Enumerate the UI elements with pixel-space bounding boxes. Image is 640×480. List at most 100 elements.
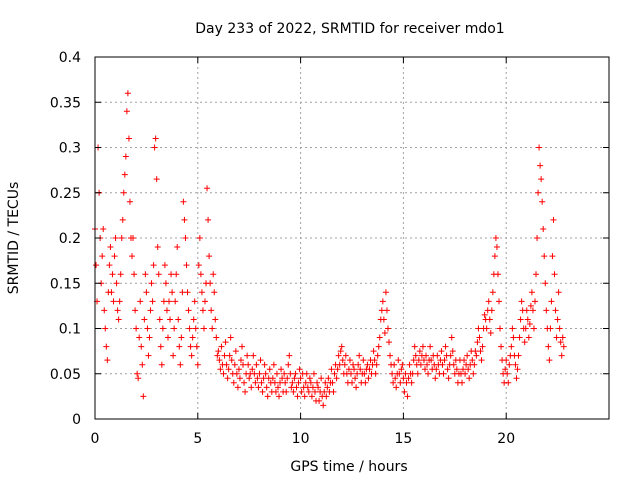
data-point (372, 370, 379, 377)
data-point (286, 352, 293, 359)
y-axis-label: SRMTID / TECUs (6, 182, 22, 295)
data-point (236, 375, 243, 382)
data-point (235, 366, 242, 373)
data-point (311, 388, 318, 395)
data-point (351, 366, 358, 373)
data-point (182, 235, 189, 241)
data-point (560, 343, 567, 350)
data-point (227, 334, 234, 341)
data-point (221, 352, 228, 359)
data-point (108, 289, 115, 296)
data-point (226, 352, 233, 359)
data-point (360, 357, 367, 364)
data-point (118, 235, 125, 241)
y-tick-label: 0.3 (59, 141, 81, 157)
data-point (298, 388, 305, 395)
data-point (471, 361, 478, 368)
x-tick-label: 10 (292, 431, 310, 447)
data-point (239, 343, 246, 350)
data-point (447, 352, 454, 359)
data-point (476, 334, 483, 341)
data-point (266, 366, 273, 373)
data-point (462, 370, 469, 377)
data-point (477, 348, 484, 355)
data-point (469, 357, 476, 364)
data-point (293, 384, 300, 391)
data-point (402, 370, 409, 377)
data-point (515, 352, 522, 359)
data-point (163, 307, 170, 314)
data-point (535, 189, 542, 196)
data-point (329, 379, 336, 386)
data-point (250, 352, 257, 359)
data-point (428, 357, 435, 364)
data-point (111, 253, 118, 260)
data-point (405, 375, 412, 382)
data-point (461, 357, 468, 364)
data-point (249, 366, 256, 373)
data-point (408, 379, 415, 386)
data-point (244, 352, 251, 359)
data-point (147, 307, 154, 314)
data-point (528, 289, 535, 296)
data-point (439, 361, 446, 368)
data-point (106, 262, 113, 269)
data-point (513, 375, 520, 382)
data-point (109, 271, 116, 278)
data-point (491, 253, 498, 260)
data-point (391, 361, 398, 368)
data-point (448, 334, 455, 341)
data-point (281, 370, 288, 377)
data-point (310, 370, 317, 377)
data-point (284, 375, 291, 382)
data-point (137, 298, 144, 305)
data-point (424, 361, 431, 368)
data-point (555, 289, 562, 296)
data-point (167, 316, 174, 323)
data-point (196, 235, 203, 241)
data-point (493, 244, 500, 251)
data-point (323, 393, 330, 400)
data-point (220, 370, 227, 377)
data-point (256, 370, 263, 377)
data-point (148, 280, 155, 287)
data-point (316, 397, 323, 404)
data-point (542, 280, 549, 287)
data-point (135, 375, 142, 382)
data-point (354, 370, 361, 377)
data-point (93, 262, 100, 269)
data-point (252, 379, 259, 386)
data-point (130, 235, 137, 241)
data-point (303, 370, 310, 377)
data-point (349, 379, 355, 386)
data-point (325, 375, 332, 382)
data-point (124, 90, 131, 97)
data-point (215, 348, 222, 355)
data-point (533, 271, 540, 278)
data-point (307, 379, 314, 386)
data-point (251, 370, 258, 377)
data-point (425, 370, 432, 377)
data-point (330, 388, 337, 395)
data-point (347, 370, 354, 377)
data-point (355, 361, 362, 368)
data-point (494, 271, 501, 278)
data-point (150, 262, 157, 269)
data-point (336, 361, 343, 368)
data-point (308, 393, 315, 400)
data-point (213, 334, 220, 341)
data-point (453, 366, 460, 373)
data-point (370, 348, 377, 355)
data-point (151, 144, 158, 151)
data-point (328, 366, 335, 373)
data-point (371, 357, 378, 364)
data-point (140, 393, 147, 400)
data-point (222, 339, 229, 346)
data-point (156, 316, 163, 323)
data-point (496, 298, 503, 305)
data-point (101, 307, 108, 314)
data-point (119, 216, 126, 223)
data-point (185, 307, 192, 314)
